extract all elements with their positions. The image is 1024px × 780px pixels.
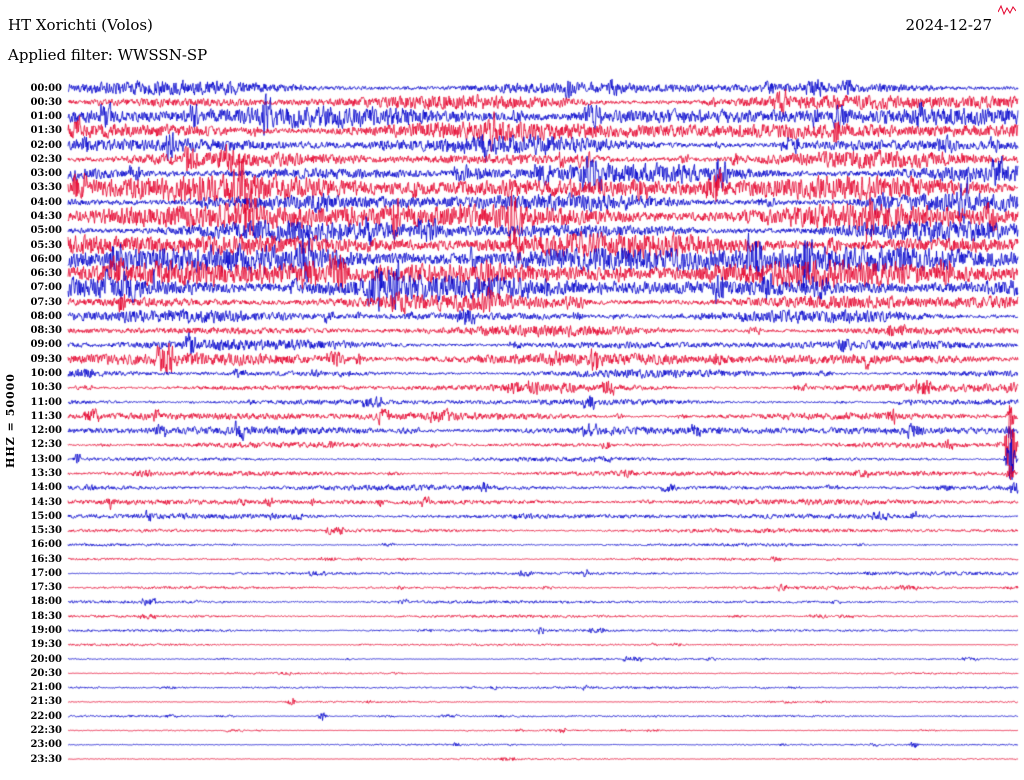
row-label: 16:00 <box>30 539 62 551</box>
date-label: 2024-12-27 <box>905 16 992 34</box>
corner-trace-mark <box>998 4 1016 16</box>
row-label: 19:30 <box>30 639 62 651</box>
row-label: 07:30 <box>30 296 62 308</box>
row-label: 15:00 <box>30 510 62 522</box>
row-label: 05:30 <box>30 239 62 251</box>
row-label: 21:00 <box>30 682 62 694</box>
row-label: 02:00 <box>30 139 62 151</box>
row-label: 04:30 <box>30 210 62 222</box>
row-label: 11:30 <box>30 410 62 422</box>
row-label: 18:30 <box>30 610 62 622</box>
row-label: 18:00 <box>30 596 62 608</box>
row-label: 19:00 <box>30 625 62 636</box>
row-label: 20:00 <box>30 653 62 665</box>
row-label: 23:30 <box>30 753 62 765</box>
row-label: 12:00 <box>30 425 62 437</box>
row-label: 04:00 <box>30 196 62 208</box>
row-label: 07:00 <box>30 282 62 294</box>
row-label: 08:00 <box>30 310 62 322</box>
row-label: 03:30 <box>30 182 62 194</box>
row-label: 15:30 <box>30 525 62 537</box>
row-label: 05:00 <box>30 225 62 237</box>
row-label: 13:30 <box>30 467 62 479</box>
row-label: 01:30 <box>30 125 62 137</box>
row-label: 17:30 <box>30 582 62 594</box>
row-label: 17:00 <box>30 567 62 579</box>
row-label: 03:00 <box>30 168 62 180</box>
row-label: 06:00 <box>30 253 62 265</box>
row-label: 12:30 <box>30 439 62 451</box>
row-label: 13:00 <box>30 453 62 465</box>
row-label: 14:00 <box>30 482 62 494</box>
row-label: 22:00 <box>30 710 62 722</box>
row-label: 09:00 <box>30 339 62 351</box>
row-label: 00:30 <box>30 96 62 108</box>
row-label: 09:30 <box>30 353 62 365</box>
row-label: 14:30 <box>30 496 62 508</box>
row-label: 16:30 <box>30 553 62 565</box>
filter-label: Applied filter: WWSSN-SP <box>8 46 208 64</box>
row-label: 11:00 <box>30 396 62 408</box>
row-label: 00:00 <box>30 82 62 94</box>
row-label: 22:30 <box>30 724 62 736</box>
time-axis-labels: 00:00 00:30 01:00 01:30 02:00 02:30 03:00 03:30… <box>0 0 62 780</box>
station-title: HT Xorichti (Volos) <box>8 16 153 34</box>
row-label: 01:00 <box>30 111 62 123</box>
row-label: 21:30 <box>30 696 62 708</box>
row-label: 10:00 <box>30 368 62 380</box>
row-label: 23:00 <box>30 739 62 751</box>
row-label: 02:30 <box>30 153 62 165</box>
row-label: 08:30 <box>30 325 62 337</box>
row-label: 06:30 <box>30 268 62 280</box>
row-label: 20:30 <box>30 667 62 679</box>
row-label: 10:30 <box>30 382 62 394</box>
